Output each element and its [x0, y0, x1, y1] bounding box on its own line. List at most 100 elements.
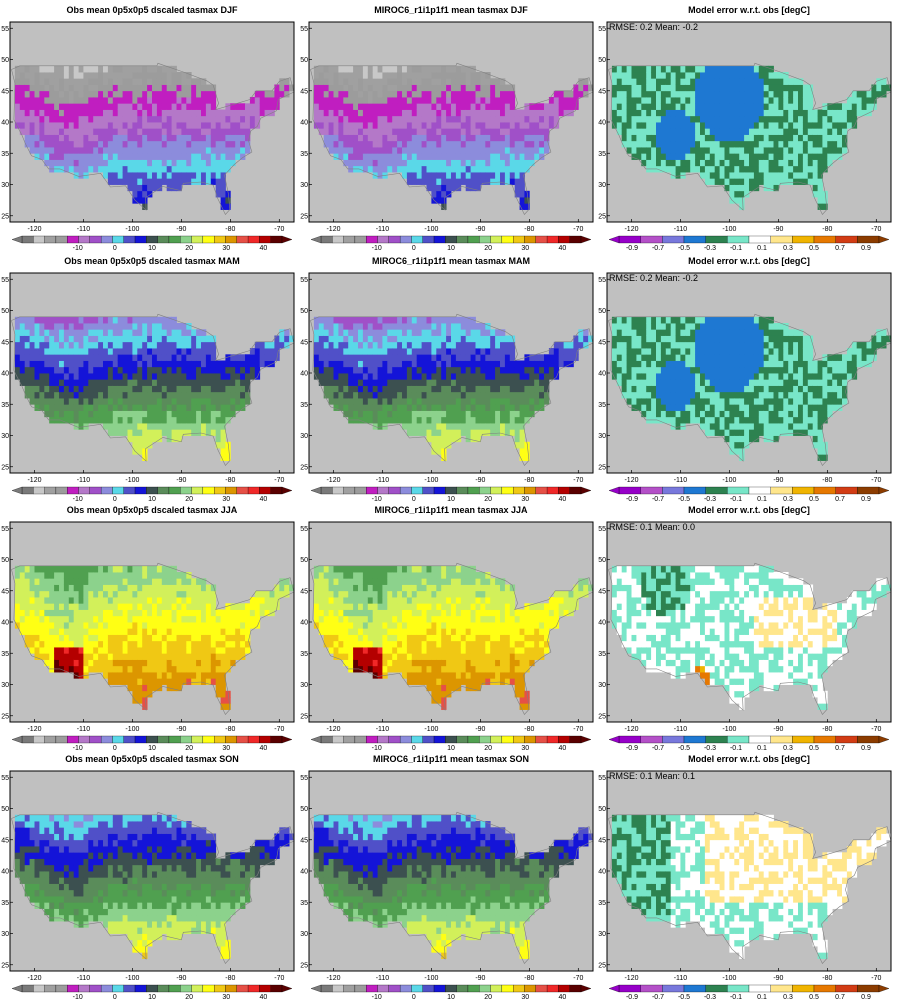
field-cell: [455, 341, 462, 349]
field-cell: [39, 97, 45, 104]
field-cell: [215, 147, 221, 154]
field-cell: [176, 385, 182, 393]
field-cell: [651, 103, 657, 110]
field-cell: [362, 122, 369, 129]
field-cell: [205, 140, 212, 148]
field-cell: [107, 78, 114, 85]
field-cell: [470, 429, 476, 436]
field-cell: [646, 134, 652, 142]
field-cell: [49, 360, 55, 368]
field-cell: [63, 90, 70, 98]
field-cell: [362, 366, 369, 374]
field-cell: [249, 115, 256, 123]
field-cell: [416, 354, 422, 361]
field-cell: [621, 323, 627, 330]
field-cell: [495, 398, 501, 405]
field-cell: [793, 147, 799, 154]
field-cell: [201, 385, 207, 393]
field-cell: [210, 122, 217, 129]
field-cell: [402, 78, 408, 85]
field-cell: [333, 140, 339, 148]
field-cell: [93, 109, 99, 117]
colorbar-label: 0.9: [861, 245, 871, 252]
field-cell: [88, 153, 94, 160]
x-tick-label: -80: [225, 477, 235, 484]
field-cell: [426, 391, 432, 399]
field-cell: [152, 323, 158, 330]
field-cell: [690, 84, 696, 92]
field-cell: [778, 147, 784, 154]
field-cell: [63, 140, 70, 148]
field-cell: [103, 354, 109, 361]
field-cell: [431, 72, 437, 79]
field-cell: [451, 366, 457, 374]
field-cell: [744, 72, 750, 79]
field-cell: [646, 335, 652, 343]
field-cell: [660, 366, 667, 374]
field-cell: [460, 360, 467, 368]
field-cell: [758, 109, 765, 117]
y-tick-label: 45: [300, 88, 308, 95]
field-cell: [783, 165, 789, 173]
field-cell: [98, 78, 104, 85]
field-cell: [529, 385, 535, 393]
field-cell: [367, 416, 374, 424]
field-cell: [436, 410, 442, 418]
field-cell: [441, 197, 447, 204]
field-cell: [338, 84, 344, 92]
field-cell: [83, 134, 89, 142]
field-cell: [646, 128, 652, 135]
field-cell: [215, 391, 221, 399]
field-cell: [161, 65, 168, 73]
field-cell: [514, 165, 520, 173]
field-cell: [495, 140, 501, 148]
field-cell: [230, 373, 236, 380]
field-cell: [680, 398, 686, 405]
field-cell: [636, 391, 642, 399]
field-cell: [500, 341, 506, 349]
field-cell: [225, 147, 231, 154]
field-cell: [690, 90, 696, 98]
colorbar-swatch: [202, 486, 215, 495]
field-cell: [500, 78, 506, 85]
field-cell: [181, 140, 187, 148]
field-cell: [758, 84, 765, 92]
field-cell: [382, 103, 388, 110]
field-cell: [455, 404, 462, 411]
field-cell: [328, 115, 334, 123]
field-cell: [171, 90, 177, 98]
field-cell: [161, 354, 168, 361]
field-cell: [651, 90, 657, 98]
field-cell: [323, 348, 329, 355]
field-cell: [611, 72, 618, 79]
field-cell: [117, 416, 123, 424]
field-cell: [98, 404, 104, 411]
field-cell: [328, 373, 334, 380]
field-cell: [191, 165, 197, 173]
field-cell: [426, 423, 432, 430]
field-cell: [685, 159, 691, 167]
field-cell: [695, 335, 701, 343]
panel-MAM-temp-1: MIROC6_r1i1p1f1 mean tasmax MAM-120 -110-…: [300, 256, 594, 503]
field-cell: [240, 153, 246, 160]
field-cell: [758, 65, 765, 73]
field-cell: [176, 329, 182, 336]
field-cell: [675, 147, 681, 154]
field-cell: [88, 128, 94, 135]
field-cell: [636, 385, 642, 393]
field-cell: [181, 385, 187, 393]
field-cell: [176, 416, 182, 424]
field-cell: [318, 72, 325, 79]
field-cell: [709, 103, 716, 110]
field-cell: [719, 65, 725, 73]
field-cell: [132, 72, 138, 79]
field-cell: [724, 379, 730, 386]
field-cell: [323, 115, 329, 123]
field-cell: [358, 360, 364, 368]
field-cell: [161, 348, 168, 355]
field-cell: [343, 122, 349, 129]
field-cell: [122, 385, 128, 393]
field-cell: [519, 416, 525, 424]
field-cell: [34, 147, 40, 154]
field-cell: [421, 115, 427, 123]
